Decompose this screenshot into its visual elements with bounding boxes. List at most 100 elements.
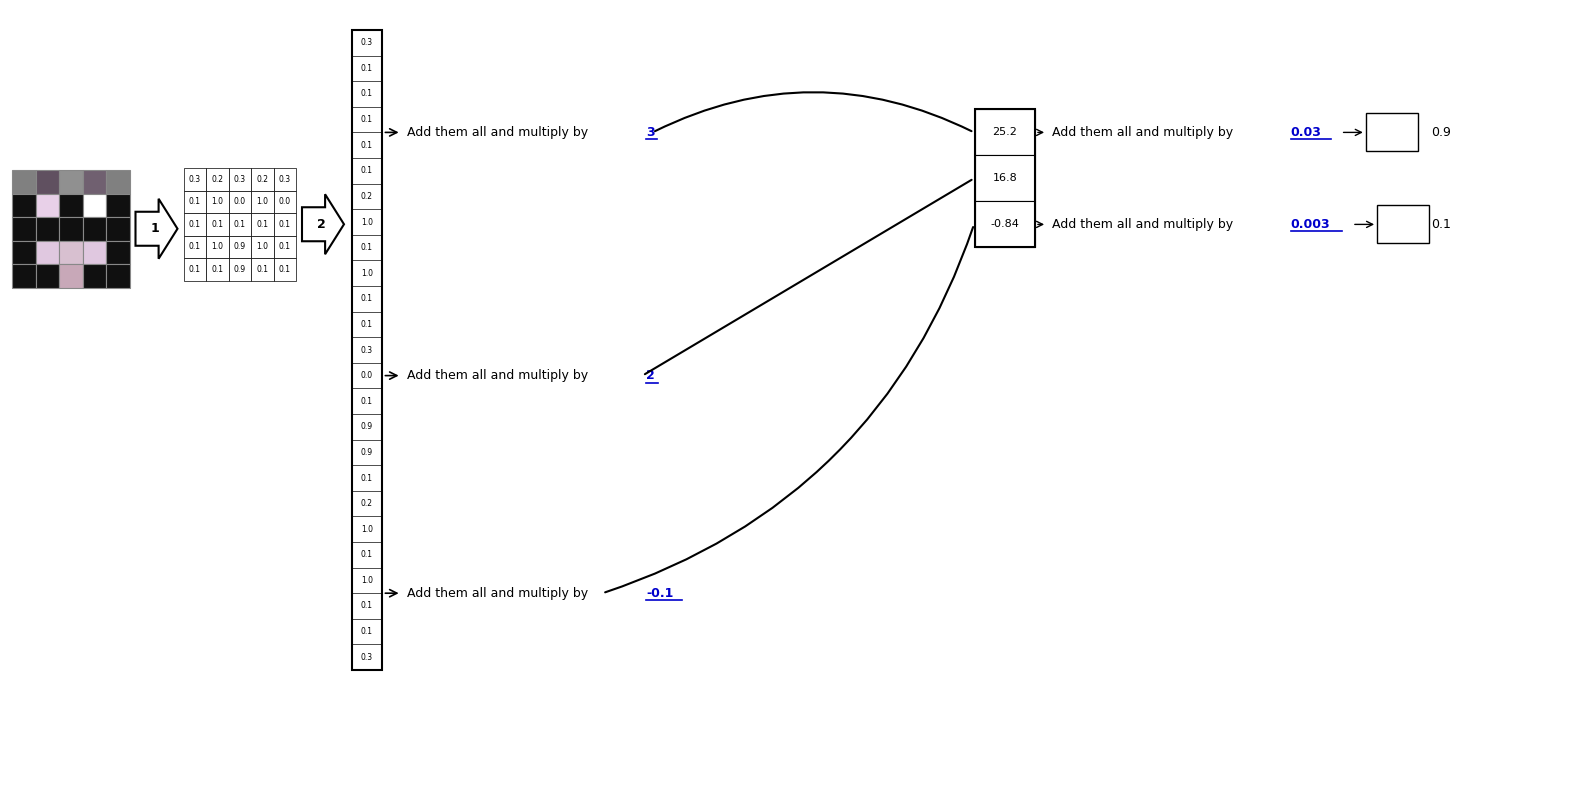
Text: 0.3: 0.3 bbox=[189, 175, 200, 184]
Text: 0.1: 0.1 bbox=[360, 601, 373, 611]
Text: 0.2: 0.2 bbox=[360, 499, 373, 508]
FancyBboxPatch shape bbox=[353, 55, 381, 82]
FancyBboxPatch shape bbox=[83, 193, 106, 217]
Text: 0.1: 0.1 bbox=[360, 320, 373, 329]
FancyBboxPatch shape bbox=[59, 170, 83, 193]
FancyBboxPatch shape bbox=[251, 168, 273, 191]
Text: 0.1: 0.1 bbox=[360, 141, 373, 150]
FancyBboxPatch shape bbox=[184, 258, 206, 280]
Text: 0.1: 0.1 bbox=[256, 219, 268, 229]
Text: 0.3: 0.3 bbox=[233, 175, 246, 184]
FancyBboxPatch shape bbox=[1377, 205, 1429, 243]
Text: 0.9: 0.9 bbox=[360, 448, 373, 457]
Text: 2: 2 bbox=[316, 218, 326, 230]
Text: 0.3: 0.3 bbox=[360, 653, 373, 661]
Text: 0.2: 0.2 bbox=[256, 175, 268, 184]
FancyBboxPatch shape bbox=[353, 184, 381, 209]
FancyBboxPatch shape bbox=[13, 264, 35, 287]
FancyBboxPatch shape bbox=[251, 235, 273, 258]
FancyBboxPatch shape bbox=[59, 264, 83, 287]
Text: 1.0: 1.0 bbox=[360, 525, 373, 534]
FancyBboxPatch shape bbox=[13, 217, 35, 241]
FancyBboxPatch shape bbox=[975, 155, 1035, 201]
Text: 0.9: 0.9 bbox=[1431, 126, 1451, 139]
Text: 0.1: 0.1 bbox=[189, 197, 200, 206]
Text: 0.1: 0.1 bbox=[279, 265, 291, 274]
FancyBboxPatch shape bbox=[106, 264, 130, 287]
Text: Add them all and multiply by: Add them all and multiply by bbox=[408, 126, 592, 139]
FancyBboxPatch shape bbox=[273, 168, 295, 191]
Text: 0.1: 0.1 bbox=[279, 219, 291, 229]
Text: 0.1: 0.1 bbox=[360, 474, 373, 482]
FancyBboxPatch shape bbox=[206, 258, 229, 280]
Text: 2: 2 bbox=[646, 369, 656, 382]
FancyBboxPatch shape bbox=[184, 191, 206, 213]
Text: 0.9: 0.9 bbox=[233, 242, 246, 251]
FancyBboxPatch shape bbox=[251, 191, 273, 213]
Text: 0.1: 0.1 bbox=[189, 242, 200, 251]
FancyBboxPatch shape bbox=[106, 170, 130, 193]
Text: 1: 1 bbox=[151, 223, 159, 235]
FancyBboxPatch shape bbox=[353, 363, 381, 388]
Polygon shape bbox=[302, 194, 345, 254]
FancyBboxPatch shape bbox=[13, 241, 35, 264]
FancyBboxPatch shape bbox=[353, 593, 381, 619]
Text: 0.1: 0.1 bbox=[360, 243, 373, 252]
FancyBboxPatch shape bbox=[353, 414, 381, 440]
FancyBboxPatch shape bbox=[353, 286, 381, 311]
Text: 0.003: 0.003 bbox=[1291, 218, 1331, 231]
FancyBboxPatch shape bbox=[229, 168, 251, 191]
FancyBboxPatch shape bbox=[353, 491, 381, 516]
FancyBboxPatch shape bbox=[83, 241, 106, 264]
FancyBboxPatch shape bbox=[229, 191, 251, 213]
Text: 1.0: 1.0 bbox=[256, 242, 268, 251]
FancyBboxPatch shape bbox=[59, 193, 83, 217]
Text: 0.1: 0.1 bbox=[1431, 218, 1451, 231]
Text: 3: 3 bbox=[646, 126, 654, 139]
Text: 0.1: 0.1 bbox=[279, 242, 291, 251]
Text: 0.0: 0.0 bbox=[278, 197, 291, 206]
FancyBboxPatch shape bbox=[13, 193, 35, 217]
Text: 16.8: 16.8 bbox=[992, 173, 1018, 184]
FancyBboxPatch shape bbox=[353, 516, 381, 542]
FancyBboxPatch shape bbox=[13, 170, 35, 193]
Text: 0.3: 0.3 bbox=[360, 345, 373, 355]
FancyBboxPatch shape bbox=[251, 258, 273, 280]
FancyBboxPatch shape bbox=[975, 201, 1035, 247]
FancyBboxPatch shape bbox=[83, 264, 106, 287]
Text: -0.84: -0.84 bbox=[991, 219, 1019, 230]
FancyBboxPatch shape bbox=[206, 191, 229, 213]
FancyBboxPatch shape bbox=[353, 82, 381, 107]
FancyBboxPatch shape bbox=[273, 258, 295, 280]
FancyBboxPatch shape bbox=[106, 241, 130, 264]
FancyBboxPatch shape bbox=[59, 217, 83, 241]
FancyBboxPatch shape bbox=[229, 213, 251, 235]
FancyBboxPatch shape bbox=[106, 193, 130, 217]
Text: 0.1: 0.1 bbox=[360, 627, 373, 636]
Text: Add them all and multiply by: Add them all and multiply by bbox=[408, 587, 592, 600]
FancyBboxPatch shape bbox=[353, 465, 381, 491]
Text: 0.3: 0.3 bbox=[360, 38, 373, 48]
Text: 0.9: 0.9 bbox=[360, 422, 373, 432]
Text: 0.3: 0.3 bbox=[278, 175, 291, 184]
Text: 0.1: 0.1 bbox=[360, 89, 373, 98]
FancyBboxPatch shape bbox=[353, 30, 381, 55]
FancyBboxPatch shape bbox=[975, 109, 1035, 155]
FancyBboxPatch shape bbox=[184, 235, 206, 258]
Text: Add them all and multiply by: Add them all and multiply by bbox=[1051, 126, 1237, 139]
FancyBboxPatch shape bbox=[353, 209, 381, 234]
Text: 1.0: 1.0 bbox=[360, 218, 373, 227]
Text: 0.1: 0.1 bbox=[189, 265, 200, 274]
FancyBboxPatch shape bbox=[35, 217, 59, 241]
FancyBboxPatch shape bbox=[83, 170, 106, 193]
FancyBboxPatch shape bbox=[353, 440, 381, 465]
FancyBboxPatch shape bbox=[35, 241, 59, 264]
Text: 1.0: 1.0 bbox=[360, 268, 373, 278]
Text: 0.0: 0.0 bbox=[233, 197, 246, 206]
Text: 0.2: 0.2 bbox=[360, 192, 373, 201]
Text: 1.0: 1.0 bbox=[360, 576, 373, 585]
Text: 0.1: 0.1 bbox=[360, 550, 373, 559]
FancyBboxPatch shape bbox=[273, 235, 295, 258]
Text: 25.2: 25.2 bbox=[992, 128, 1018, 137]
Text: 0.2: 0.2 bbox=[211, 175, 224, 184]
